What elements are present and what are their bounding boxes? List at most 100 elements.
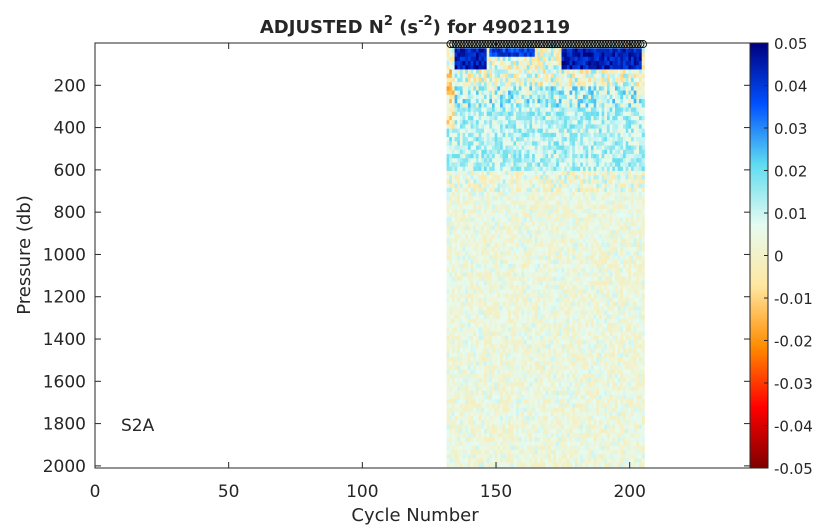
heatmap-cell	[521, 183, 525, 189]
heatmap-cell	[545, 407, 549, 413]
heatmap-cell	[545, 297, 549, 303]
heatmap-cell	[497, 293, 501, 299]
heatmap-cell	[470, 73, 474, 79]
heatmap-cell	[510, 441, 514, 447]
heatmap-cell	[475, 445, 480, 451]
heatmap-cell	[446, 234, 450, 239]
heatmap-cell	[502, 221, 506, 227]
heatmap-cell	[508, 340, 512, 345]
heatmap-cell	[470, 132, 474, 138]
heatmap-cell	[478, 356, 482, 362]
heatmap-cell	[518, 82, 522, 87]
heatmap-cell	[492, 162, 496, 168]
heatmap-cell	[502, 82, 506, 87]
heatmap-cell	[486, 441, 490, 447]
heatmap-cell	[537, 302, 541, 307]
heatmap-cell	[462, 196, 466, 201]
heatmap-cell	[508, 192, 512, 197]
heatmap-cell	[470, 386, 474, 392]
heatmap-cell	[462, 306, 466, 311]
heatmap-cell	[566, 187, 570, 193]
heatmap-cell	[462, 137, 466, 142]
heatmap-cell	[489, 52, 493, 58]
heatmap-cell	[502, 361, 506, 366]
heatmap-cell	[574, 331, 578, 337]
heatmap-cell	[446, 170, 450, 176]
heatmap-cell	[526, 428, 530, 434]
heatmap-cell	[467, 145, 472, 151]
heatmap-cell	[529, 382, 533, 387]
heatmap-cell	[518, 69, 522, 75]
heatmap-cell	[574, 403, 578, 409]
heatmap-cell	[446, 454, 450, 459]
heatmap-cell	[500, 382, 504, 387]
heatmap-cell	[446, 48, 450, 53]
heatmap-cell	[574, 395, 578, 400]
heatmap-cell	[556, 285, 560, 290]
heatmap-cell	[502, 52, 506, 58]
heatmap-cell	[529, 217, 533, 223]
heatmap-cell	[553, 141, 557, 146]
heatmap-cell	[449, 395, 453, 400]
heatmap-cell	[489, 187, 493, 193]
heatmap-cell	[574, 352, 578, 358]
heatmap-cell	[449, 213, 453, 218]
heatmap-cell	[449, 356, 453, 362]
heatmap-cell	[502, 128, 506, 134]
heatmap-cell	[454, 293, 458, 299]
heatmap-cell	[516, 276, 520, 282]
heatmap-cell	[513, 213, 517, 218]
heatmap-cell	[569, 416, 573, 421]
heatmap-cell	[489, 120, 493, 125]
heatmap-cell	[492, 90, 496, 96]
heatmap-cell	[548, 386, 552, 392]
heatmap-cell	[467, 200, 472, 206]
heatmap-cell	[518, 395, 522, 400]
heatmap-cell	[529, 94, 533, 100]
heatmap-cell	[510, 416, 514, 421]
heatmap-cell	[548, 137, 552, 142]
heatmap-cell	[470, 314, 474, 320]
heatmap-cell	[556, 340, 560, 345]
heatmap-cell	[545, 52, 549, 58]
heatmap-cell	[470, 175, 474, 180]
heatmap-cell	[492, 445, 496, 451]
heatmap-cell	[566, 213, 570, 218]
heatmap-cell	[451, 272, 455, 278]
heatmap-cell	[467, 154, 472, 159]
heatmap-cell	[556, 433, 560, 438]
heatmap-cell	[449, 192, 453, 197]
heatmap-cell	[508, 107, 512, 113]
heatmap-cell	[489, 386, 493, 392]
heatmap-cell	[537, 56, 541, 62]
heatmap-cell	[508, 437, 512, 442]
heatmap-cell	[451, 416, 455, 421]
heatmap-cell	[478, 445, 482, 451]
heatmap-cell	[532, 272, 536, 278]
heatmap-cell	[500, 323, 504, 328]
heatmap-cell	[500, 225, 504, 231]
heatmap-cell	[478, 365, 482, 371]
heatmap-cell	[553, 69, 557, 75]
heatmap-cell	[500, 365, 504, 371]
heatmap-cell	[486, 52, 490, 58]
heatmap-cell	[492, 272, 496, 278]
heatmap-cell	[524, 242, 528, 248]
heatmap-cell	[526, 48, 530, 53]
heatmap-cell	[500, 128, 504, 134]
heatmap-cell	[508, 310, 512, 316]
heatmap-cell	[462, 318, 466, 324]
heatmap-cell	[556, 111, 560, 117]
heatmap-cell	[478, 382, 482, 387]
heatmap-cell	[489, 293, 493, 299]
heatmap-cell	[524, 166, 528, 172]
heatmap-cell	[462, 107, 466, 113]
heatmap-cell	[470, 302, 474, 307]
heatmap-cell	[465, 348, 469, 354]
heatmap-cell	[574, 416, 578, 421]
heatmap-cell	[478, 293, 482, 299]
heatmap-cell	[516, 162, 520, 168]
heatmap-cell	[489, 289, 493, 294]
heatmap-cell	[508, 323, 512, 328]
heatmap-cell	[532, 56, 536, 62]
